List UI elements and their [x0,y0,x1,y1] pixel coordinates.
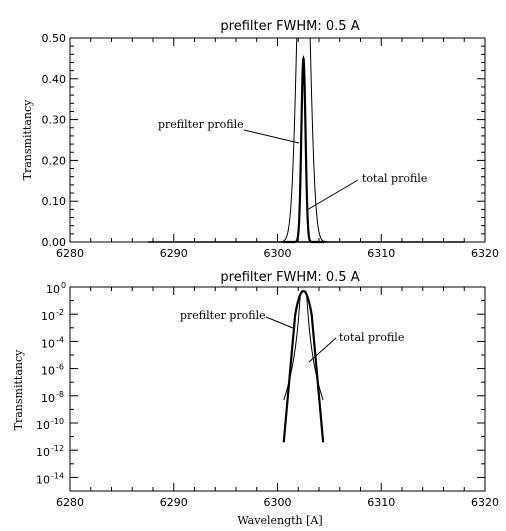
bottom-annotation-total-leader [308,337,337,363]
x-tick-label: 6300 [264,247,292,260]
y-tick-label: 0.20 [42,154,67,167]
top-annotation-prefilter-leader [243,129,300,144]
y-tick-label: 0.40 [42,73,67,86]
total-profile-line [282,289,325,443]
y-tick-label-exponent: -12 [51,444,64,453]
bottom-panel: prefilter FWHM: 0.5 A 6280 6290 6300 6310 63… [12,270,499,527]
bottom-annotation-total-label: total profile [339,331,404,344]
x-tick-label: 6290 [160,496,188,509]
x-tick-label: 6310 [367,496,395,509]
bottom-x-axis: 6280 6290 6300 6310 6320 [56,287,499,509]
y-tick-label-base: 10 [36,473,50,486]
y-tick-label: 10 -14 [36,471,64,486]
y-tick-label-base: 10 [41,365,55,378]
y-tick-label-exponent: -10 [51,417,64,426]
y-tick-label-exponent: -6 [56,363,64,372]
bottom-annotation-total: total profile [308,331,404,363]
y-tick-label: 10 -8 [41,390,64,405]
bottom-y-axis-label: Transmittancy [12,349,25,430]
x-tick-label: 6310 [367,247,395,260]
top-x-axis: 6280 6290 6300 6310 6320 [56,38,499,260]
y-tick-label: 10 -2 [41,308,64,323]
y-tick-label-exponent: 0 [61,281,66,290]
y-tick-label: 0.50 [42,32,67,45]
y-tick-label-base: 10 [41,337,55,350]
top-annotation-total-leader [306,179,359,211]
x-tick-label: 6290 [160,247,188,260]
y-tick-label-base: 10 [36,419,50,432]
y-tick-label: 10 -6 [41,363,64,378]
x-tick-label: 6320 [471,247,499,260]
y-tick-label-base: 10 [36,446,50,459]
y-tick-label-exponent: -2 [56,308,64,317]
x-tick-label: 6280 [56,247,84,260]
y-tick-label-base: 10 [41,392,55,405]
x-tick-label: 6300 [264,496,292,509]
y-tick-label-base: 10 [41,310,55,323]
y-tick-label-exponent: -8 [56,390,64,399]
y-tick-label: 0.30 [42,114,67,127]
y-tick-label-base: 10 [46,283,60,296]
x-tick-label: 6280 [56,496,84,509]
bottom-annotation-prefilter: prefilter profile [180,309,294,329]
bottom-chart-title: prefilter FWHM: 0.5 A [220,270,359,285]
y-tick-label: 10 -4 [41,335,64,350]
top-y-axis: 0.00 0.10 0.20 0.30 0.40 0.50 [42,32,485,249]
top-annotation-total: total profile [306,172,427,211]
y-tick-label: 10 0 [46,281,66,296]
y-tick-label-exponent: -4 [56,335,64,344]
y-tick-label-exponent: -14 [51,471,64,480]
top-chart-title: prefilter FWHM: 0.5 A [220,19,359,34]
top-annotation-total-label: total profile [362,172,427,185]
y-tick-label: 0.00 [42,236,67,249]
y-tick-label: 10 -12 [36,444,64,459]
top-y-axis-label: Transmittancy [21,99,34,180]
x-tick-label: 6320 [471,496,499,509]
top-panel: prefilter FWHM: 0.5 A 6280 6290 6300 6310 63… [21,19,499,260]
top-annotation-prefilter: prefilter profile [158,118,300,144]
bottom-annotation-prefilter-label: prefilter profile [180,309,266,322]
y-tick-label: 0.10 [42,195,67,208]
y-tick-label: 10 -10 [36,417,64,432]
bottom-annotation-prefilter-leader [265,316,294,329]
top-annotation-prefilter-label: prefilter profile [158,118,244,131]
bottom-curves [282,289,325,443]
bottom-x-axis-label: Wavelength [A] [237,514,322,527]
